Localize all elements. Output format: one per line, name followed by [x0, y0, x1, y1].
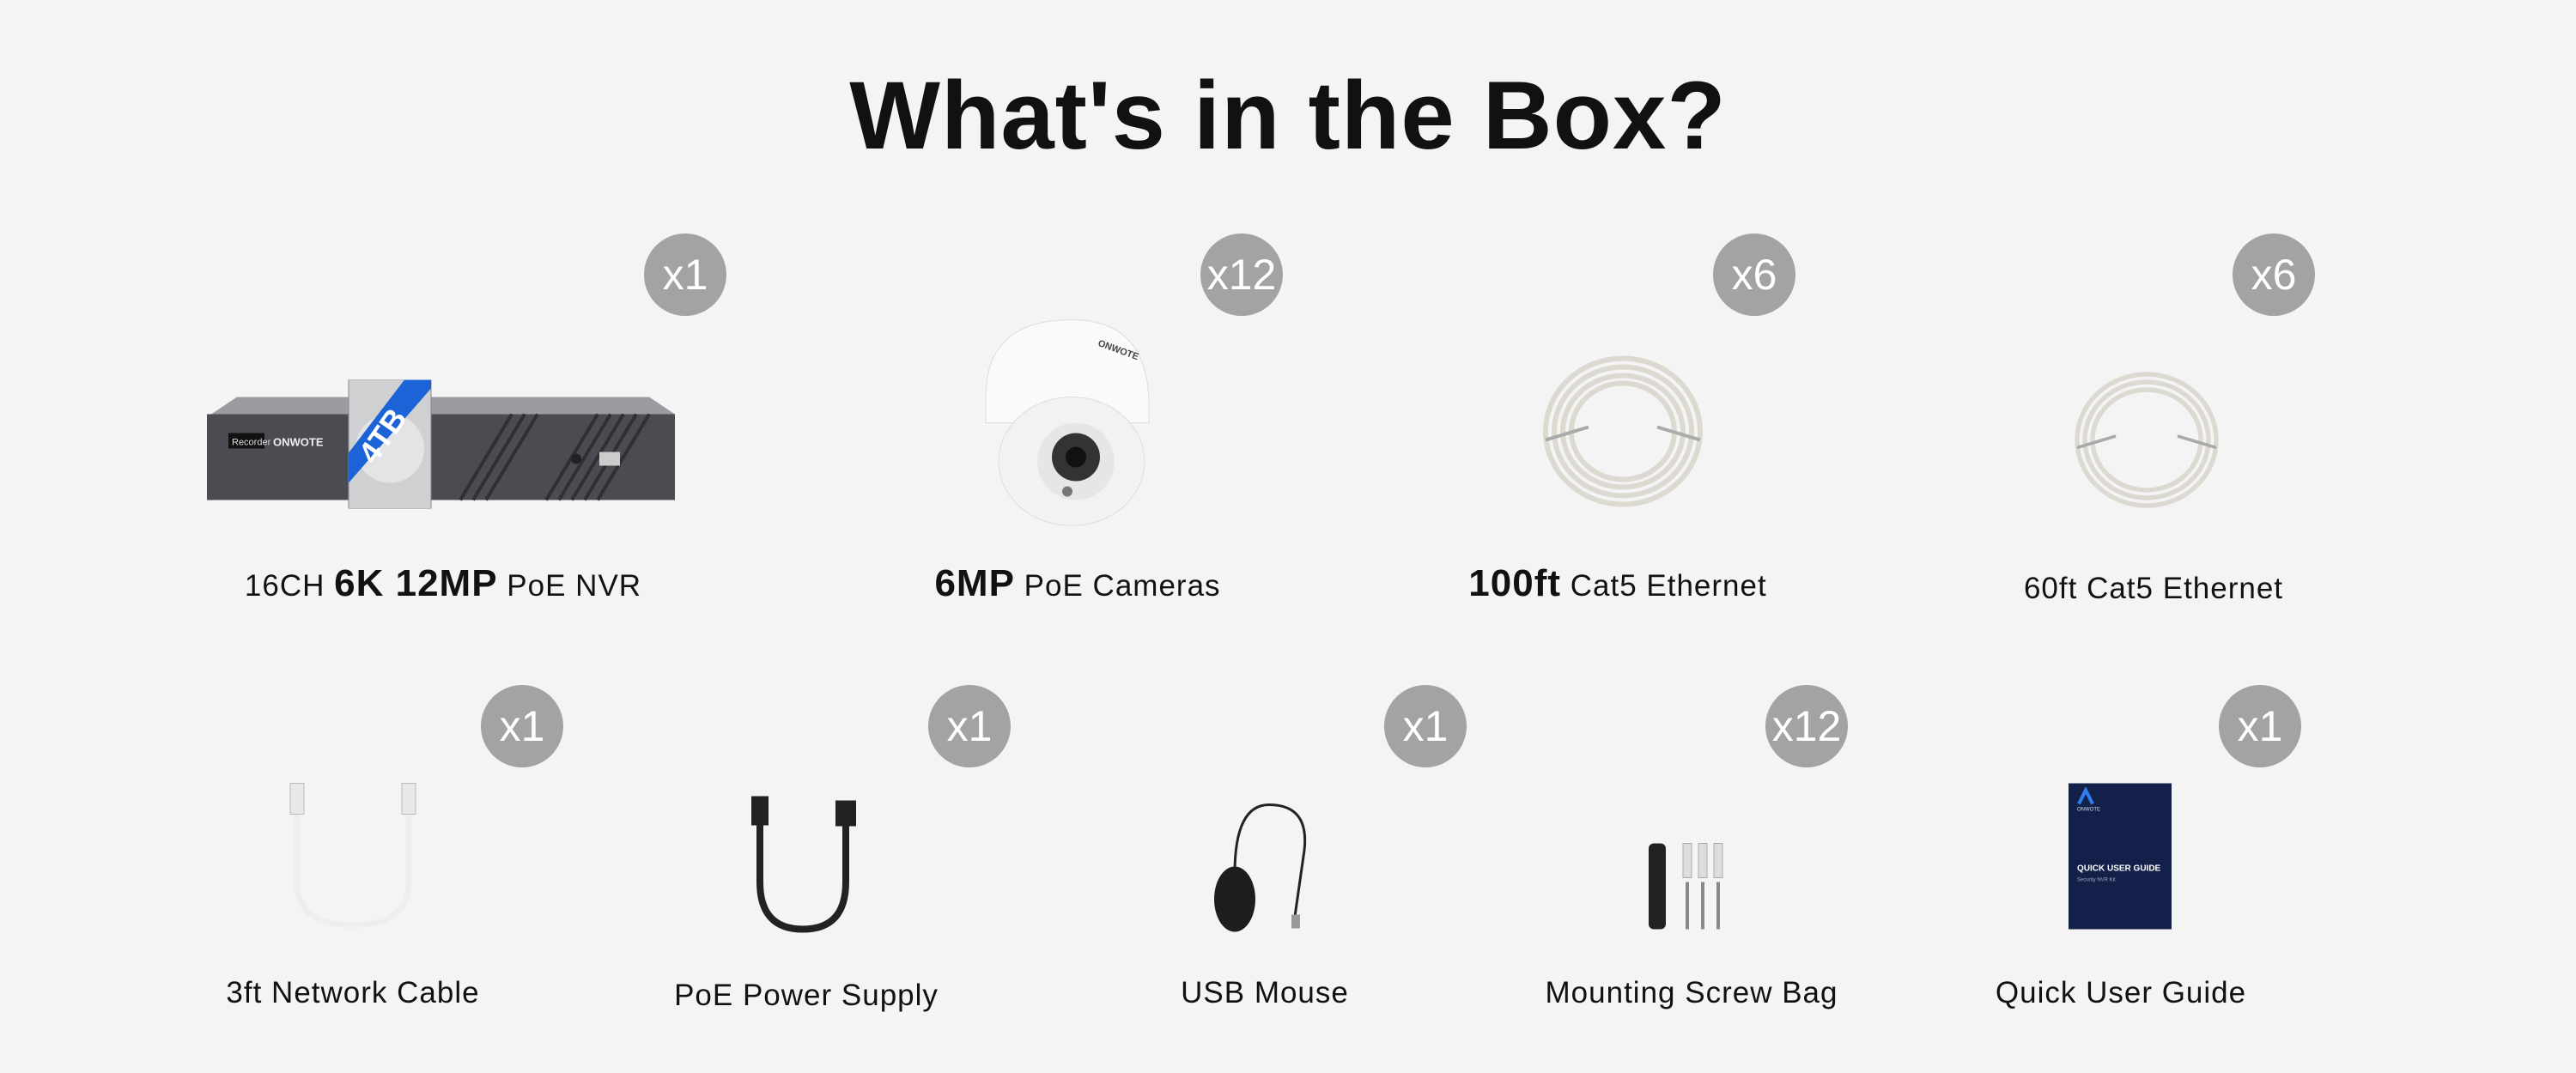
nvr-image: Recorder ONWOTE 4TB — [203, 379, 683, 513]
quantity-badge: x1 — [644, 233, 726, 316]
screws-image — [1640, 840, 1743, 938]
item-label: Quick User Guide — [1995, 976, 2247, 1009]
item-label: 60ft Cat5 Ethernet — [2023, 572, 2284, 605]
quantity-badge: x1 — [2219, 685, 2301, 767]
svg-text:ONWOTE: ONWOTE — [2077, 808, 2100, 813]
svg-text:QUICK USER GUIDE: QUICK USER GUIDE — [2077, 864, 2161, 874]
svg-text:Security NVR Kit: Security NVR Kit — [2077, 878, 2116, 883]
quantity-badge: x12 — [1200, 233, 1283, 316]
item-label: 3ft Network Cable — [226, 976, 480, 1009]
network-cable-image — [280, 779, 426, 938]
power-supply-image — [743, 788, 863, 938]
quantity-badge: x12 — [1765, 685, 1848, 767]
mouse-image — [1200, 788, 1329, 938]
item-label: PoE Power Supply — [674, 979, 939, 1012]
dome-camera-image: ONWOTE — [969, 312, 1166, 530]
item-label: 100ft Cat5 Ethernet — [1468, 562, 1767, 604]
quantity-badge: x1 — [1384, 685, 1467, 767]
item-label: 6MP PoE Cameras — [934, 562, 1221, 604]
item-label: USB Mouse — [1181, 976, 1349, 1009]
item-label: 16CH 6K 12MP PoE NVR — [244, 562, 642, 604]
guide-booklet-image: ONWOTE QUICK USER GUIDE Security NVR Kit — [2069, 783, 2172, 934]
cable-coil-image — [1537, 346, 1709, 522]
item-label: Mounting Screw Bag — [1545, 976, 1838, 1009]
svg-text:Recorder: Recorder — [232, 438, 271, 448]
svg-text:ONWOTE: ONWOTE — [273, 436, 324, 449]
quantity-badge: x6 — [2233, 233, 2315, 316]
cable-coil-image — [2069, 363, 2224, 522]
quantity-badge: x1 — [481, 685, 563, 767]
quantity-badge: x6 — [1713, 233, 1795, 316]
quantity-badge: x1 — [928, 685, 1011, 767]
page-title: What's in the Box? — [849, 62, 1727, 169]
